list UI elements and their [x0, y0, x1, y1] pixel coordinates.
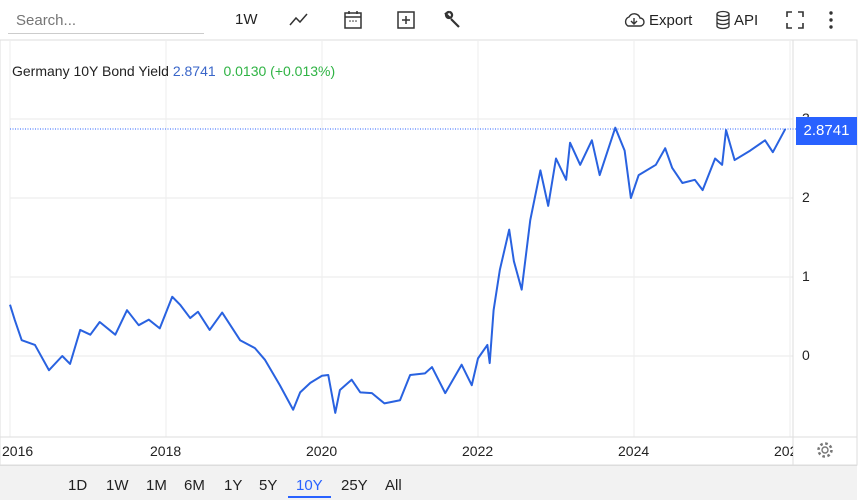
range-selector: 1D 1W 1M 6M 1Y 5Y 10Y 25Y All — [0, 465, 857, 500]
cloud-download-icon — [624, 13, 645, 27]
range-button-1w[interactable]: 1W — [106, 477, 129, 494]
x-tick-label: 2020 — [306, 443, 338, 459]
change-value: 0.0130 (+0.013%) — [223, 63, 336, 79]
export-button[interactable]: Export — [622, 9, 692, 31]
interval-button[interactable]: 1W — [235, 11, 258, 28]
add-icon[interactable] — [395, 9, 417, 31]
range-button-6m[interactable]: 6M — [184, 477, 205, 494]
line-chart-icon[interactable] — [288, 9, 310, 31]
instrument-name: Germany 10Y Bond Yield — [12, 63, 169, 79]
database-icon — [716, 10, 730, 30]
x-tick-label: 2024 — [618, 443, 650, 459]
range-button-10y[interactable]: 10Y — [288, 477, 331, 498]
x-tick-label: 2016 — [2, 443, 34, 459]
last-value: 2.8741 — [172, 63, 216, 79]
range-button-5y[interactable]: 5Y — [259, 477, 278, 494]
x-tick-label: 2018 — [150, 443, 182, 459]
current-price-label: 2.8741 — [796, 117, 857, 145]
search-input[interactable] — [8, 8, 204, 34]
api-label: API — [734, 11, 759, 29]
wrench-icon[interactable] — [441, 9, 463, 31]
x-tick-label: 2022 — [462, 443, 494, 459]
export-label: Export — [649, 11, 693, 29]
chart-frame — [0, 39, 858, 466]
y-tick-label: 1 — [802, 268, 810, 284]
calendar-icon[interactable] — [342, 9, 364, 31]
range-button-1m[interactable]: 1M — [146, 477, 167, 494]
range-button-all[interactable]: All — [385, 477, 402, 494]
x-tick-label: 202 — [774, 443, 793, 459]
range-button-1y[interactable]: 1Y — [224, 477, 243, 494]
chart-legend: Germany 10Y Bond Yield 2.8741 0.0130 (+0… — [12, 63, 335, 79]
range-button-25y[interactable]: 25Y — [341, 477, 368, 494]
api-button[interactable]: API — [714, 9, 758, 31]
y-tick-label: 2 — [802, 189, 810, 205]
series-line — [9, 126, 787, 414]
range-button-1d[interactable]: 1D — [68, 477, 88, 494]
fullscreen-icon[interactable] — [784, 9, 806, 31]
gear-icon[interactable] — [815, 440, 835, 460]
more-vertical-icon[interactable] — [820, 9, 842, 31]
y-tick-label: 0 — [802, 347, 810, 363]
